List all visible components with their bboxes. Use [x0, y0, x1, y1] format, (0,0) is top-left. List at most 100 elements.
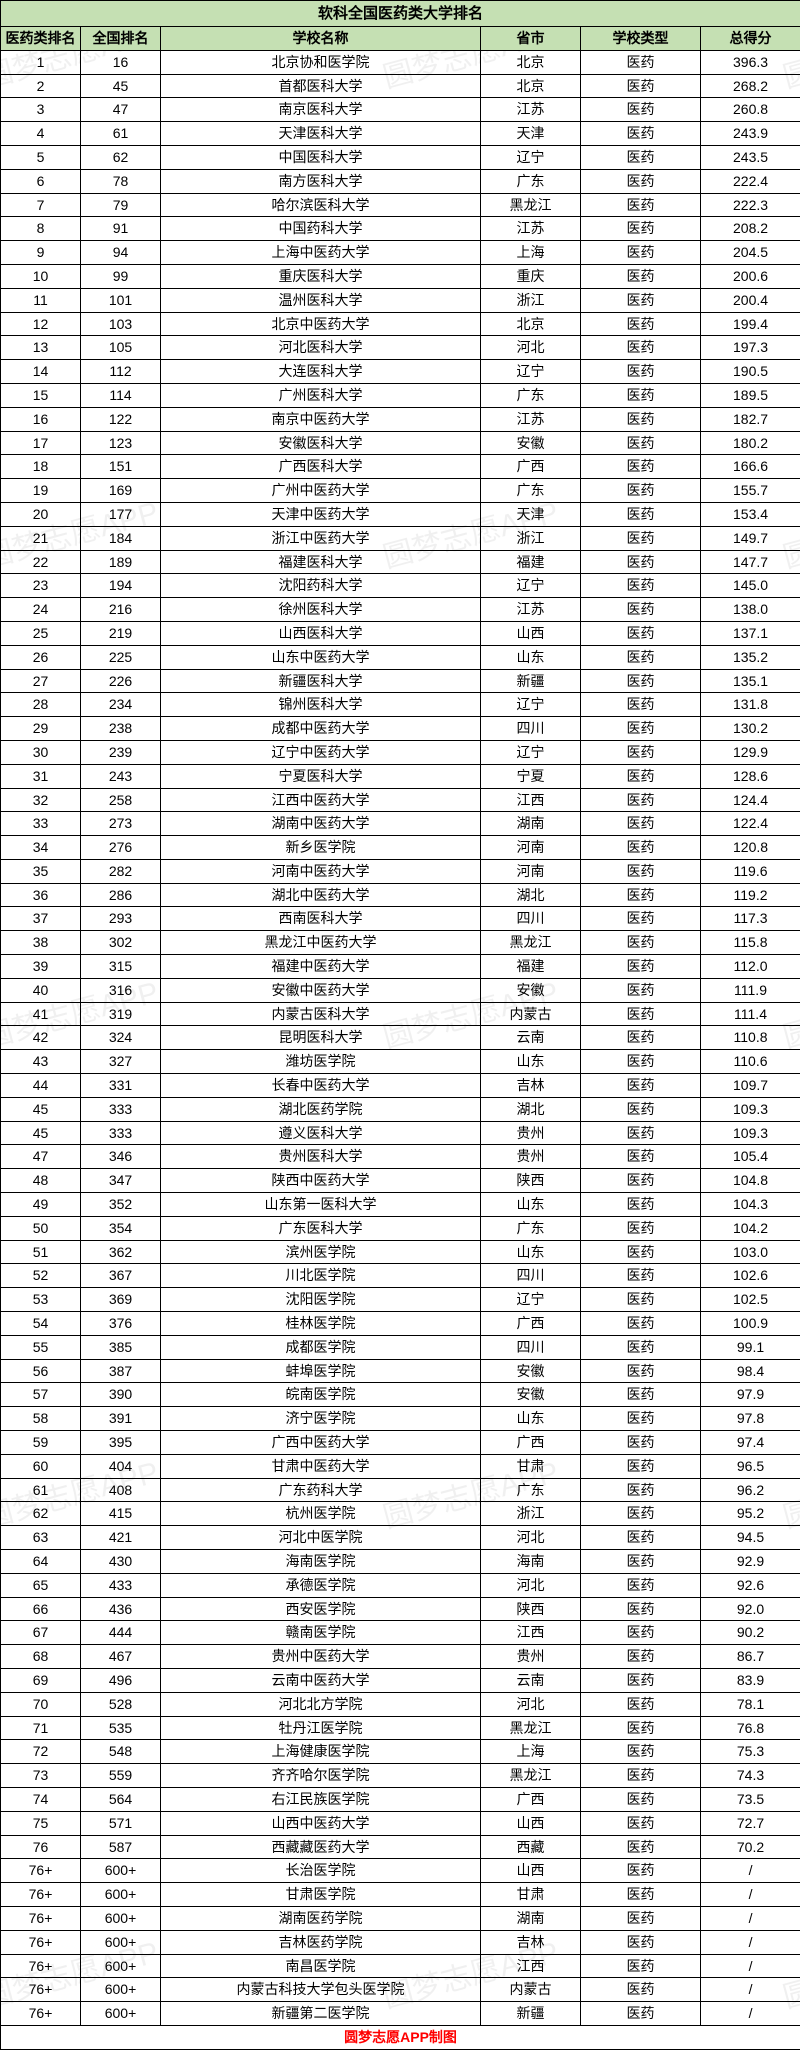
table-cell: 200.6: [701, 264, 800, 288]
table-cell: 医药: [581, 288, 701, 312]
table-row: 69496云南中医药大学云南医药83.9: [1, 1668, 800, 1692]
table-cell: 395: [81, 1431, 161, 1455]
table-cell: 山西: [481, 621, 581, 645]
table-cell: 600+: [81, 1978, 161, 2002]
table-cell: 496: [81, 1668, 161, 1692]
table-row: 35282河南中医药大学河南医药119.6: [1, 859, 800, 883]
table-cell: 右江民族医学院: [161, 1787, 481, 1811]
table-cell: 387: [81, 1359, 161, 1383]
table-cell: 天津医科大学: [161, 122, 481, 146]
table-cell: 117.3: [701, 907, 800, 931]
table-cell: 福建: [481, 550, 581, 574]
table-cell: 226: [81, 669, 161, 693]
table-cell: 119.6: [701, 859, 800, 883]
table-cell: 医药: [581, 2002, 701, 2026]
table-cell: 105: [81, 336, 161, 360]
table-row: 66436西安医学院陕西医药92.0: [1, 1597, 800, 1621]
table-cell: 海南医学院: [161, 1550, 481, 1574]
table-cell: 医药: [581, 1954, 701, 1978]
table-cell: 医药: [581, 598, 701, 622]
table-row: 47346贵州医科大学贵州医药105.4: [1, 1145, 800, 1169]
table-cell: 347: [81, 1169, 161, 1193]
table-cell: 11: [1, 288, 81, 312]
table-cell: 14: [1, 360, 81, 384]
table-cell: 医药: [581, 241, 701, 265]
table-cell: 广西: [481, 1431, 581, 1455]
table-cell: 浙江中医药大学: [161, 526, 481, 550]
table-cell: 陕西: [481, 1597, 581, 1621]
table-row: 75571山西中医药大学山西医药72.7: [1, 1811, 800, 1835]
table-cell: 湖南医药学院: [161, 1906, 481, 1930]
table-cell: 20: [1, 502, 81, 526]
table-row: 44331长春中医药大学吉林医药109.7: [1, 1074, 800, 1098]
table-row: 16122南京中医药大学江苏医药182.7: [1, 407, 800, 431]
table-row: 891中国药科大学江苏医药208.2: [1, 217, 800, 241]
table-cell: 90.2: [701, 1621, 800, 1645]
table-cell: 276: [81, 836, 161, 860]
table-cell: 103.0: [701, 1240, 800, 1264]
table-cell: 76+: [1, 1906, 81, 1930]
table-cell: 医药: [581, 717, 701, 741]
column-header: 全国排名: [81, 27, 161, 51]
table-cell: 甘肃: [481, 1883, 581, 1907]
table-cell: 中国药科大学: [161, 217, 481, 241]
table-cell: 皖南医学院: [161, 1383, 481, 1407]
table-row: 994上海中医药大学上海医药204.5: [1, 241, 800, 265]
table-cell: 湖南: [481, 812, 581, 836]
table-cell: 98.4: [701, 1359, 800, 1383]
table-row: 41319内蒙古医科大学内蒙古医药111.4: [1, 1002, 800, 1026]
table-cell: 56: [1, 1359, 81, 1383]
table-cell: 76+: [1, 1930, 81, 1954]
table-row: 62415杭州医学院浙江医药95.2: [1, 1502, 800, 1526]
table-row: 54376桂林医学院广西医药100.9: [1, 1312, 800, 1336]
table-cell: 5: [1, 145, 81, 169]
table-cell: 医药: [581, 312, 701, 336]
table-cell: 197.3: [701, 336, 800, 360]
table-cell: 4: [1, 122, 81, 146]
table-row: 1099重庆医科大学重庆医药200.6: [1, 264, 800, 288]
table-cell: 62: [1, 1502, 81, 1526]
table-cell: 辽宁: [481, 1288, 581, 1312]
table-cell: 安徽: [481, 1383, 581, 1407]
table-row: 461天津医科大学天津医药243.9: [1, 122, 800, 146]
table-cell: 396.3: [701, 50, 800, 74]
table-cell: 辽宁: [481, 360, 581, 384]
table-cell: 258: [81, 788, 161, 812]
table-cell: 哈尔滨医科大学: [161, 193, 481, 217]
table-cell: 山西中医药大学: [161, 1811, 481, 1835]
table-cell: 医药: [581, 1740, 701, 1764]
table-cell: 宁夏: [481, 764, 581, 788]
table-cell: 102.6: [701, 1264, 800, 1288]
table-cell: 医药: [581, 1692, 701, 1716]
table-cell: 广西: [481, 1312, 581, 1336]
table-cell: 医药: [581, 788, 701, 812]
table-cell: 江西中医药大学: [161, 788, 481, 812]
table-cell: 33: [1, 812, 81, 836]
table-cell: 天津: [481, 122, 581, 146]
table-cell: 北京中医药大学: [161, 312, 481, 336]
table-cell: 45: [81, 74, 161, 98]
table-cell: 122: [81, 407, 161, 431]
table-cell: 112.0: [701, 955, 800, 979]
table-cell: 四川: [481, 907, 581, 931]
table-cell: 黑龙江: [481, 1716, 581, 1740]
table-cell: 河南中医药大学: [161, 859, 481, 883]
table-title: 软科全国医药类大学排名: [1, 1, 800, 27]
table-row: 36286湖北中医药大学湖北医药119.2: [1, 883, 800, 907]
table-cell: 南昌医学院: [161, 1954, 481, 1978]
table-cell: 医药: [581, 1859, 701, 1883]
table-row: 32258江西中医药大学江西医药124.4: [1, 788, 800, 812]
table-cell: 北京: [481, 312, 581, 336]
table-cell: 200.4: [701, 288, 800, 312]
table-cell: 105.4: [701, 1145, 800, 1169]
table-cell: 成都医学院: [161, 1335, 481, 1359]
table-cell: 62: [81, 145, 161, 169]
table-cell: 44: [1, 1074, 81, 1098]
table-cell: 湖南中医药大学: [161, 812, 481, 836]
table-cell: 75: [1, 1811, 81, 1835]
table-cell: 23: [1, 574, 81, 598]
table-cell: 354: [81, 1216, 161, 1240]
table-cell: 医药: [581, 1597, 701, 1621]
table-cell: 391: [81, 1407, 161, 1431]
table-row: 245首都医科大学北京医药268.2: [1, 74, 800, 98]
